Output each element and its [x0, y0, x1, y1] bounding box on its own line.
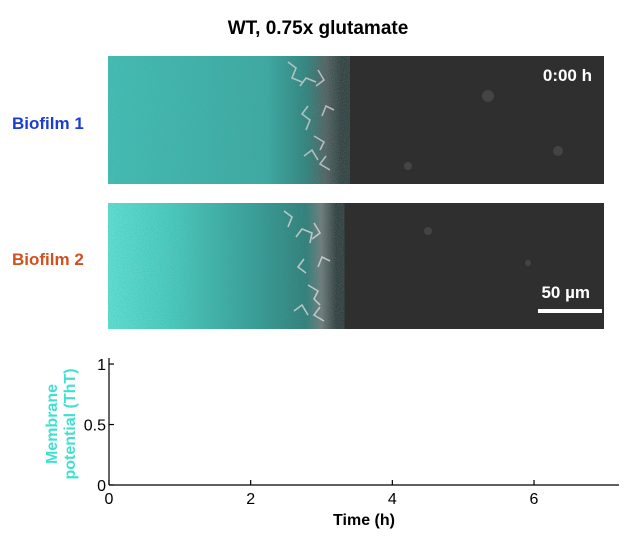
scale-bar: [538, 309, 602, 313]
y-tick-label: 1: [97, 357, 106, 374]
scale-bar-label: 50 µm: [541, 283, 590, 302]
y-tick-label: 0.5: [84, 418, 106, 435]
x-tick-label: 2: [246, 491, 255, 508]
figure-title: WT, 0.75x glutamate: [227, 18, 409, 39]
y-tick-label: 0: [97, 478, 106, 495]
y-axis-label-line-2: potential (ThT): [62, 368, 79, 480]
x-tick-label: 4: [388, 491, 397, 508]
biofilm-1-image: 0:00 h: [108, 56, 604, 184]
y-axis-label-line-1: Membrane: [44, 383, 61, 465]
x-tick-label: 0: [105, 491, 114, 508]
x-axis-label: Time (h): [333, 512, 395, 529]
timestamp: 0:00 h: [542, 66, 592, 85]
biofilm-1-label: Biofilm 1: [12, 114, 84, 133]
x-tick-label: 6: [530, 491, 539, 508]
biofilm-2-label: Biofilm 2: [12, 250, 84, 269]
biofilm-2-image: 50 µm: [108, 203, 604, 329]
y-axis-label: Membrane potential (ThT): [44, 368, 80, 479]
